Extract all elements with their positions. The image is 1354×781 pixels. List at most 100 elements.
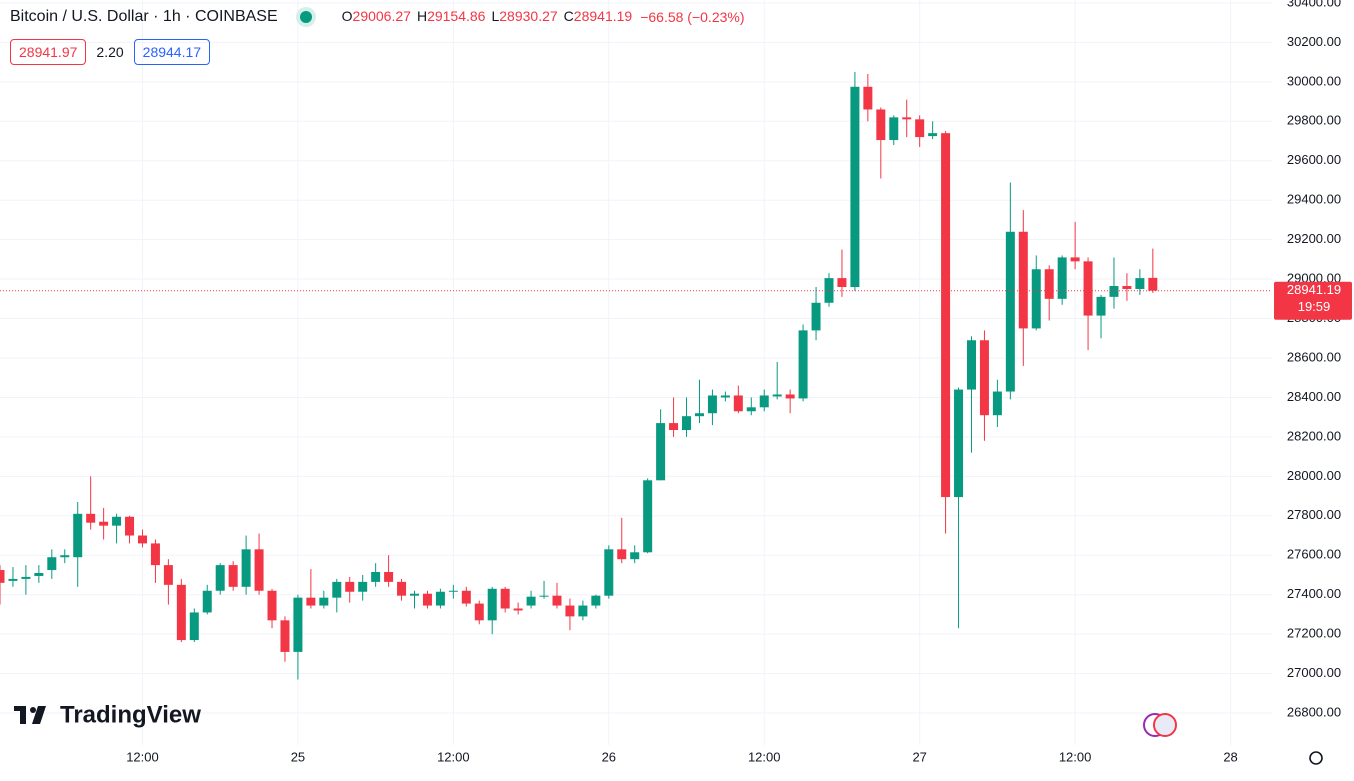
- x-tick-label: 12:00: [748, 749, 781, 764]
- candle-body: [863, 86, 873, 110]
- candle-body: [60, 555, 70, 558]
- x-tick-label: 26: [602, 749, 616, 764]
- candle-body: [539, 595, 549, 597]
- candle-body: [293, 597, 303, 652]
- candle-body: [876, 109, 886, 141]
- ohlc-key: L: [491, 8, 500, 24]
- bid-button[interactable]: 28941.97: [10, 39, 87, 65]
- candle-body: [99, 521, 109, 526]
- candle-body: [941, 133, 951, 498]
- last-price-badge: [1274, 281, 1352, 320]
- candle-body: [189, 612, 199, 641]
- candle-body: [422, 593, 432, 606]
- quotes: 28941.97 2.20 28944.17: [10, 39, 211, 65]
- candle-body: [850, 86, 860, 287]
- candle-body: [487, 588, 497, 621]
- candle-body: [371, 572, 381, 582]
- candle-body: [1096, 296, 1106, 316]
- candle-body: [902, 117, 912, 120]
- candle-body: [435, 591, 445, 606]
- candle-body: [280, 620, 290, 652]
- y-tick-label: 30000.00: [1287, 73, 1341, 88]
- candle-body: [591, 595, 601, 606]
- candle-body: [643, 480, 653, 553]
- candle-body: [332, 581, 342, 598]
- candle-body: [889, 117, 899, 141]
- ohlc-key: O: [341, 8, 353, 24]
- candle-body: [682, 416, 692, 430]
- ohlc-key: H: [416, 8, 428, 24]
- y-tick-label: 28200.00: [1287, 428, 1341, 443]
- candle-body: [694, 413, 704, 417]
- candle-body: [552, 595, 562, 606]
- candle-body: [798, 330, 808, 399]
- candle-body: [992, 391, 1002, 416]
- y-tick-label: 30400.00: [1287, 0, 1341, 9]
- symbol-title: Bitcoin / U.S. Dollar · 1h · COINBASE: [10, 8, 278, 25]
- candle-body: [1018, 231, 1028, 329]
- candle-body: [656, 423, 666, 481]
- candle-body: [34, 573, 44, 576]
- y-tick-label: 29600.00: [1287, 152, 1341, 167]
- y-tick-label: 29800.00: [1287, 113, 1341, 128]
- candle-body: [1070, 257, 1080, 262]
- y-tick-label: 26800.00: [1287, 704, 1341, 719]
- candle-body: [785, 394, 795, 399]
- logo-text: TradingView: [60, 701, 201, 728]
- x-tick-label: 25: [291, 749, 305, 764]
- y-tick-label: 27200.00: [1287, 626, 1341, 641]
- x-tick-label: 27: [912, 749, 926, 764]
- candle-body: [630, 552, 640, 560]
- candle-body: [513, 608, 523, 611]
- candle-body: [267, 590, 277, 621]
- y-tick-label: 27000.00: [1287, 665, 1341, 680]
- candle-body: [617, 549, 627, 560]
- ohlc: O29006.27 H29154.86 L28930.27 C28941.19: [336, 8, 633, 26]
- ask-button[interactable]: 28944.17: [133, 39, 211, 65]
- candle-body: [772, 394, 782, 397]
- candle-body: [410, 593, 420, 596]
- candle-body: [241, 549, 251, 587]
- spread: 2.20: [96, 44, 124, 60]
- candle-body: [397, 581, 407, 596]
- ohlc-value: 28941.19: [573, 8, 633, 24]
- settings-icon[interactable]: [1309, 751, 1323, 765]
- y-tick-label: 27600.00: [1287, 547, 1341, 562]
- ohlc-key: C: [563, 8, 574, 24]
- candle-body: [733, 395, 743, 412]
- candle-body: [448, 590, 458, 592]
- candle-body: [228, 565, 238, 587]
- candle-body: [578, 605, 588, 617]
- ohlc-value: 29154.86: [427, 8, 486, 24]
- candle-body: [319, 597, 329, 606]
- candle-body: [979, 340, 989, 416]
- candle-body: [137, 535, 147, 544]
- candle-body: [21, 576, 31, 579]
- candle-body: [86, 513, 96, 523]
- x-tick-label: 12:00: [437, 749, 470, 764]
- y-tick-label: 28600.00: [1287, 349, 1341, 364]
- event-icon[interactable]: [1153, 713, 1177, 737]
- candle-body: [1135, 278, 1145, 289]
- candle-body: [824, 278, 834, 303]
- candle-body: [1122, 286, 1132, 289]
- candle-body: [215, 565, 225, 591]
- candle-body: [720, 395, 730, 398]
- candle-body: [669, 423, 679, 430]
- candle-body: [604, 549, 614, 596]
- candle-body: [759, 395, 769, 408]
- y-tick-label: 30200.00: [1287, 34, 1341, 49]
- candle-body: [112, 516, 122, 526]
- candle-body: [384, 572, 394, 582]
- candle-body: [1148, 277, 1158, 291]
- x-tick-label: 12:00: [126, 749, 159, 764]
- legend: Bitcoin / U.S. Dollar · 1h · COINBASE O 2…: [10, 8, 745, 26]
- x-tick-label: 28: [1223, 749, 1237, 764]
- candle-body: [707, 395, 717, 414]
- logo-mark: [32, 706, 46, 724]
- candle-body: [837, 278, 847, 287]
- y-tick-label: 29400.00: [1287, 192, 1341, 207]
- candle-body: [125, 516, 135, 536]
